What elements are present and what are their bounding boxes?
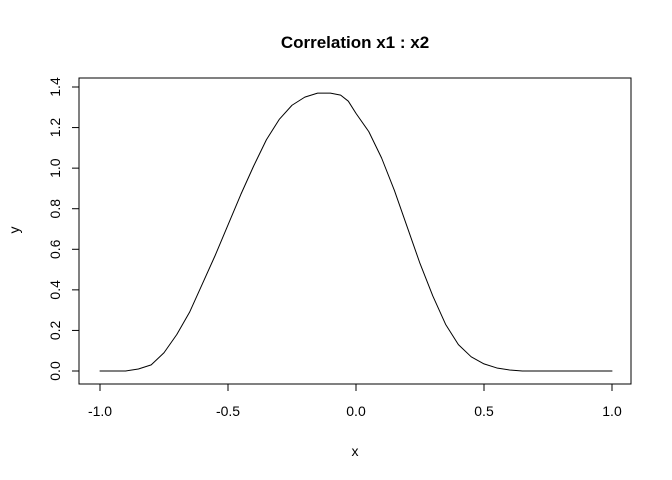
x-tick-label: 0.5: [474, 403, 494, 419]
x-tick-label: 0.0: [346, 403, 366, 419]
y-tick-label: 1.0: [47, 158, 63, 178]
y-tick-label: 0.8: [47, 199, 63, 219]
y-tick-label: 0.6: [47, 239, 63, 259]
y-tick-label: 1.2: [47, 118, 63, 138]
series-layer: [99, 92, 613, 372]
x-tick-label: 1.0: [602, 403, 622, 419]
x-tick-label: -1.0: [88, 403, 112, 419]
x-tick-label: -0.5: [216, 403, 240, 419]
series-line-0: [99, 92, 613, 372]
y-axis-label: y: [6, 227, 22, 234]
y-tick-label: 1.4: [47, 77, 63, 97]
x-axis: -1.0 -0.5 0.0 0.5 1.0: [88, 383, 622, 419]
chart-title: Correlation x1 : x2: [281, 33, 429, 52]
y-axis: 0.0 0.2 0.4 0.6 0.8 1.0 1.2 1.4: [47, 77, 80, 381]
y-tick-label: 0.0: [47, 361, 63, 381]
y-tick-label: 0.2: [47, 320, 63, 340]
plot-area-border: [78, 77, 632, 385]
y-tick-label: 0.4: [47, 280, 63, 300]
x-axis-label: x: [352, 443, 359, 459]
